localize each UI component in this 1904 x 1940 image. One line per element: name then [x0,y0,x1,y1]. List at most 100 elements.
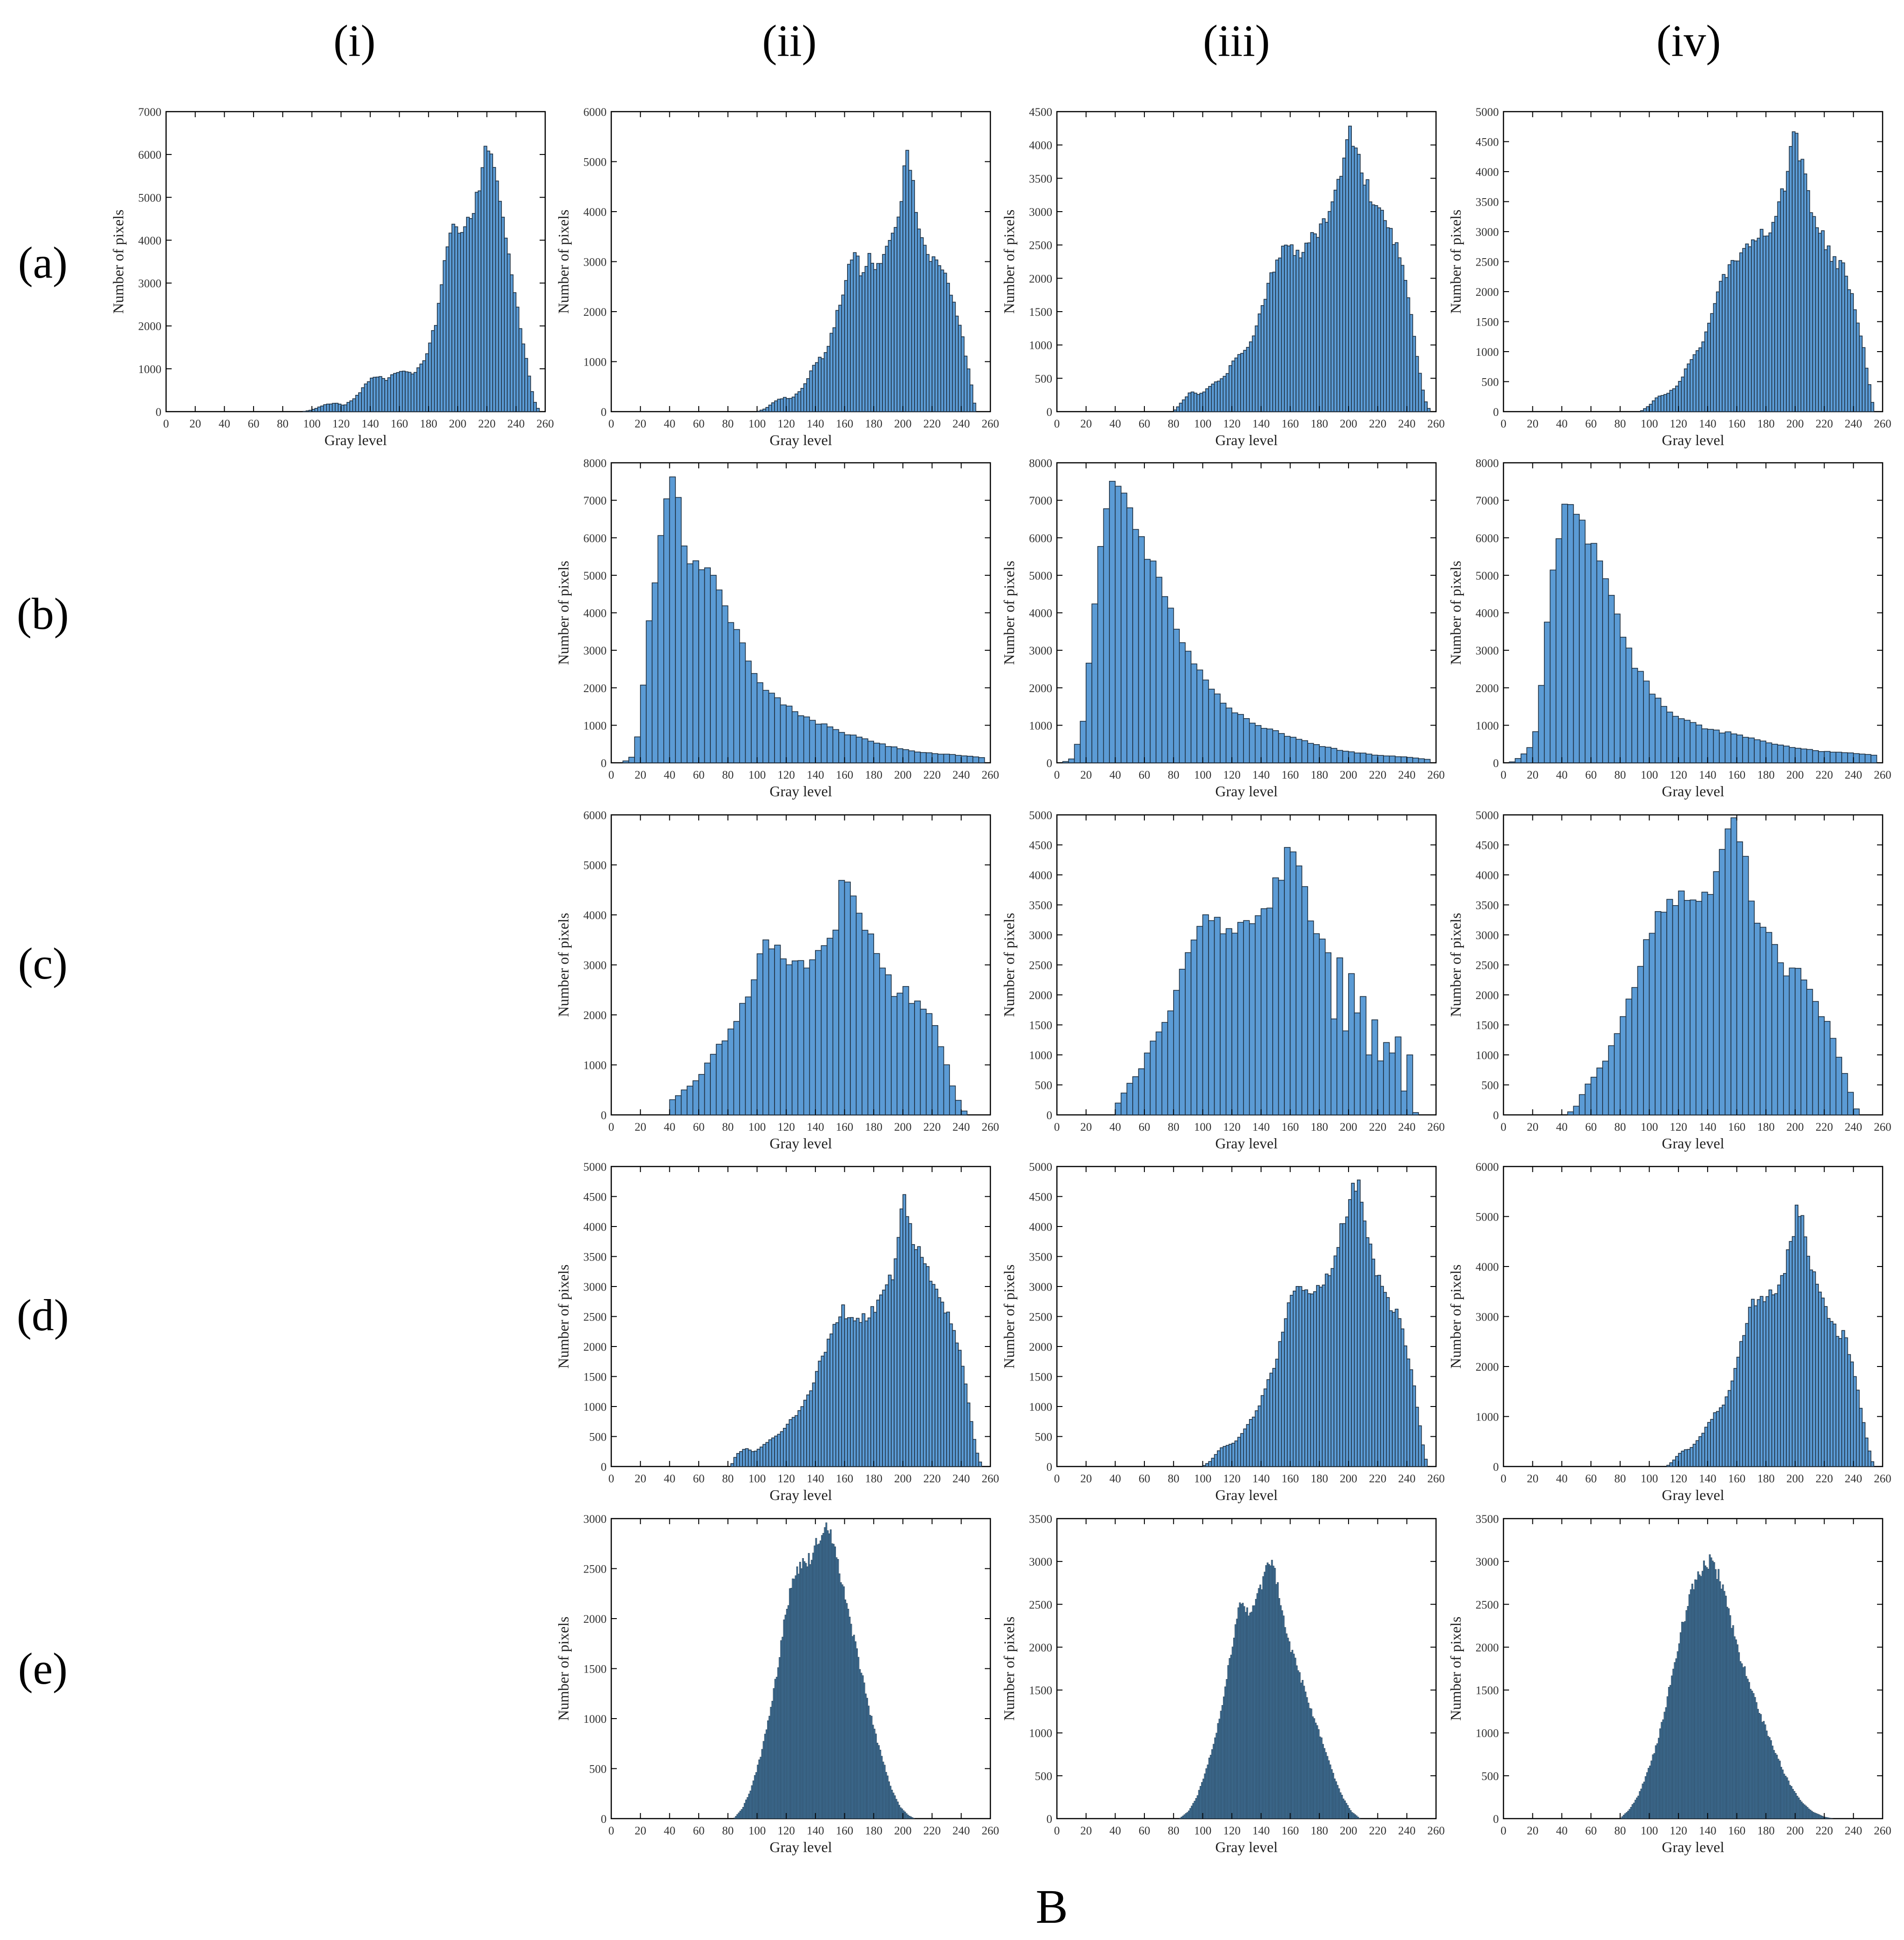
bar [1673,716,1679,763]
bar [1789,1785,1790,1819]
bar [1722,274,1725,412]
bar [1422,390,1424,412]
bar [751,980,757,1115]
bar [1623,1815,1624,1819]
bar [1413,1386,1416,1467]
x-tick-label: 80 [722,1121,734,1133]
bar [1269,1564,1270,1819]
bar [324,405,327,412]
bar [1331,1019,1337,1115]
bar [814,1546,815,1819]
bar [1340,1793,1341,1819]
x-tick-label: 0 [1054,1825,1060,1837]
bar [1649,1766,1650,1819]
bar [845,1600,846,1819]
bar [874,743,880,763]
bar [1749,1307,1751,1467]
bar [1740,1661,1741,1819]
bar [973,1440,975,1467]
bar [1308,1293,1310,1467]
bar [1293,255,1296,412]
bar [1853,310,1856,412]
bar [1859,1408,1862,1467]
y-tick-label: 4500 [1029,840,1052,852]
bar [1848,1092,1854,1115]
bar [1235,1441,1237,1467]
bar [1728,1608,1730,1819]
bar [1757,238,1760,412]
bar [1691,1584,1693,1819]
bar [1092,604,1098,763]
bar [885,1285,888,1467]
bar [1226,1679,1228,1819]
bar [740,1811,741,1819]
bar [1693,354,1696,412]
bar [1751,1299,1754,1467]
y-tick-label: 3500 [1476,900,1499,912]
bar [1179,643,1185,763]
bar [1278,258,1281,412]
x-tick-label: 20 [635,1473,646,1485]
bar [786,1609,788,1819]
bar [868,1318,871,1467]
y-tick-label: 0 [601,757,607,770]
y-tick-label: 2500 [1476,1599,1499,1611]
bar [1664,394,1667,412]
bar [735,1816,736,1819]
y-tick-label: 5000 [583,156,607,169]
bar [772,1701,773,1819]
bar [1410,314,1413,412]
bar [769,949,775,1115]
bar [1282,1332,1284,1467]
x-tick-label: 40 [1556,1121,1568,1133]
bar [1642,1784,1643,1819]
bar [1174,990,1180,1115]
bar [881,1756,882,1819]
x-tick-label: 120 [777,418,795,430]
bar [781,399,783,412]
x-tick-label: 40 [1556,1825,1568,1837]
bar [1121,493,1127,763]
bar [1626,999,1632,1115]
bar [1795,133,1798,412]
bar [1372,1020,1378,1115]
bar [1737,261,1740,412]
y-tick-label: 500 [1482,376,1499,389]
y-tick-label: 3000 [1029,645,1052,657]
bar [891,1790,893,1819]
bar [1156,577,1162,763]
bar [791,1588,792,1819]
bar [1363,185,1366,412]
x-tick-label: 160 [1728,769,1746,781]
bar [1754,740,1760,763]
y-tick-label: 1000 [1476,1411,1499,1424]
bar [1127,1083,1133,1115]
bar [805,1563,807,1819]
bar [1629,1809,1630,1819]
bar [1830,1321,1833,1467]
bar [1786,171,1789,412]
x-tick-label: 20 [1080,1121,1092,1133]
bar [1579,1094,1585,1115]
y-tick-label: 2000 [583,306,607,319]
bar [1418,1426,1421,1467]
bar [1667,712,1673,763]
bar [1710,1558,1712,1819]
bar [818,1544,820,1819]
bar [751,673,757,763]
bar [1238,1607,1239,1819]
bar [705,568,711,763]
bar [955,316,958,412]
bar [1745,1676,1747,1819]
bar [1751,1691,1753,1819]
bar [1343,751,1349,763]
bar [1312,1717,1314,1819]
bar [1360,996,1366,1115]
bar [1597,561,1603,763]
x-tick-label: 240 [1845,1473,1863,1485]
bar [1643,1782,1645,1819]
y-tick-label: 8000 [1029,457,1052,470]
x-tick-label: 180 [865,418,882,430]
bar [1533,732,1539,763]
bar [1150,561,1156,763]
